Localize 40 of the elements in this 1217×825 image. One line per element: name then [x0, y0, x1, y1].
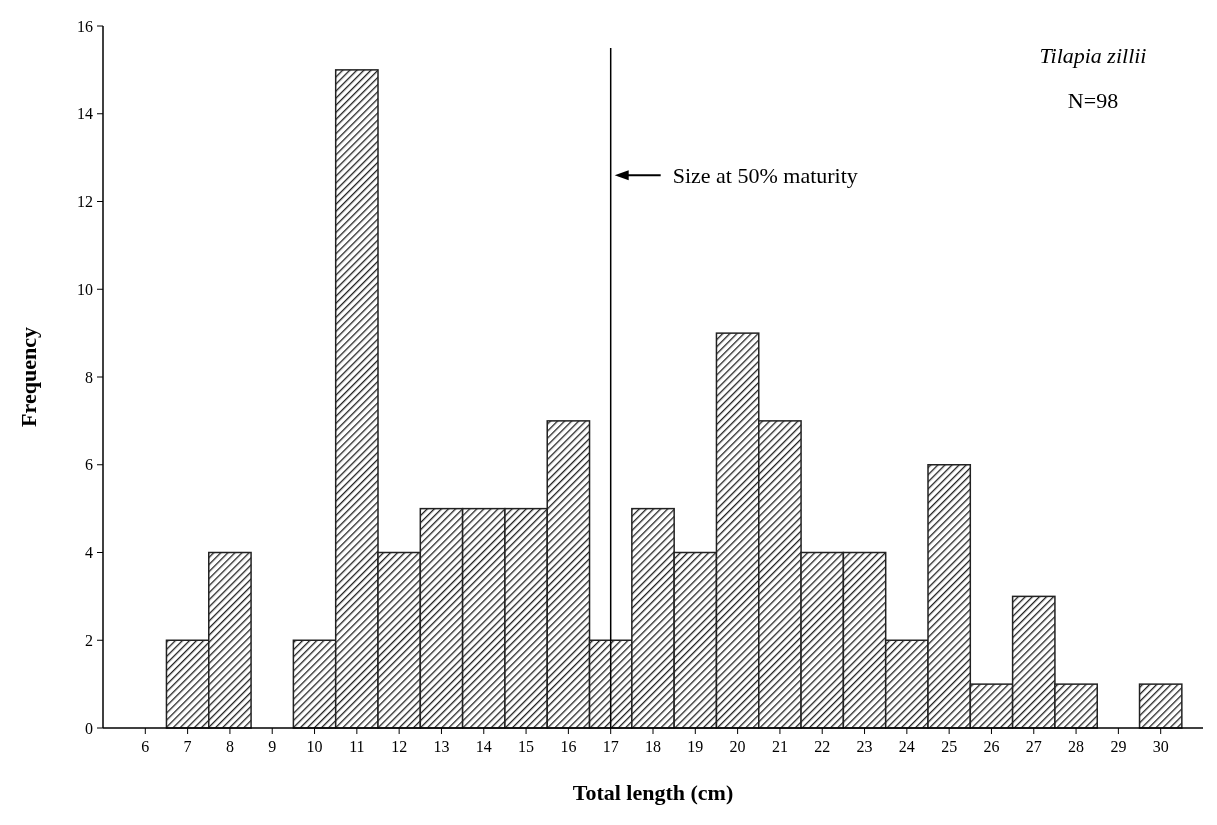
- x-tick-label: 28: [1068, 738, 1085, 755]
- y-tick-label: 10: [77, 280, 93, 298]
- x-tick-label: 27: [1025, 738, 1042, 755]
- x-tick-label: 14: [475, 738, 492, 755]
- x-tick-label: 13: [433, 738, 450, 755]
- y-tick-label: 12: [77, 193, 93, 211]
- x-tick-label: 8: [225, 738, 234, 755]
- y-tick-label: 6: [85, 456, 93, 474]
- y-tick-label: 14: [77, 105, 93, 123]
- x-tick-label: 30: [1152, 738, 1169, 755]
- x-tick-label: 29: [1110, 738, 1127, 755]
- x-tick-label: 16: [560, 738, 577, 755]
- x-tick-label: 7: [183, 738, 192, 755]
- x-tick-label: 18: [645, 738, 661, 755]
- y-tick-label: 4: [85, 544, 93, 562]
- x-tick-label: 6: [141, 738, 150, 755]
- x-tick-label: 26: [983, 738, 1000, 755]
- bar: [1138, 683, 1183, 729]
- x-tick-label: 24: [898, 738, 915, 755]
- y-tick-label: 16: [77, 17, 93, 35]
- x-tick-label: 20: [729, 738, 746, 755]
- annotation: Size at 50% maturity: [672, 162, 858, 188]
- x-tick-label: 15: [518, 738, 535, 755]
- x-tick-label: 10: [306, 738, 323, 755]
- x-tick-label: 19: [687, 738, 704, 755]
- annotation: Tilapia zillii: [1039, 43, 1147, 68]
- annotation: N=98: [1067, 88, 1119, 113]
- x-tick-label: 22: [814, 738, 831, 755]
- y-tick-label: 0: [85, 719, 93, 737]
- x-tick-label: 25: [941, 738, 958, 755]
- x-axis-title: Total length (cm): [572, 780, 734, 805]
- x-tick-label: 23: [856, 738, 873, 755]
- y-axis-title: Frequency: [16, 327, 41, 427]
- x-tick-label: 12: [391, 738, 408, 755]
- x-tick-label: 17: [602, 738, 619, 755]
- y-tick-label: 2: [85, 631, 93, 649]
- x-tick-label: 11: [349, 738, 365, 755]
- y-tick-label: 8: [85, 368, 93, 386]
- x-tick-label: 9: [268, 738, 277, 755]
- x-tick-label: 21: [771, 738, 788, 755]
